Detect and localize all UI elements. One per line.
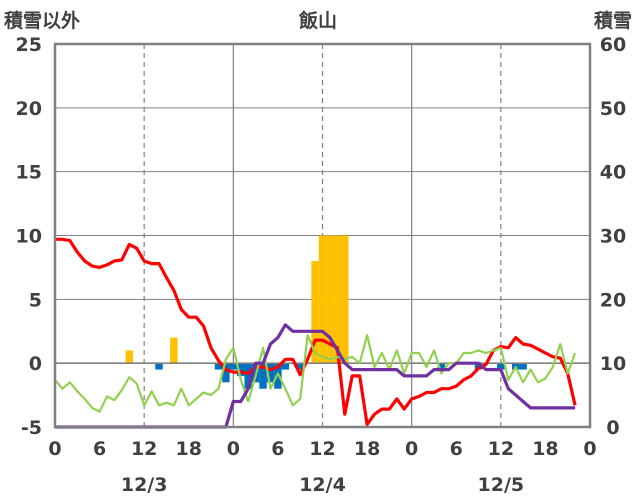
x-tick-8: 0 — [405, 438, 418, 460]
orange-bar-39 — [341, 235, 349, 364]
blue-bar-60 — [497, 363, 505, 370]
y-left-tick-0: -5 — [21, 417, 42, 439]
x-tick-6: 12 — [309, 438, 335, 460]
x-tick-10: 12 — [488, 438, 514, 460]
blue-bar-26 — [244, 363, 252, 389]
orange-bar-16 — [170, 337, 178, 364]
orange-bar-36 — [318, 235, 327, 364]
blue-bar-14 — [155, 363, 163, 370]
y-right-tick-0: 0 — [606, 417, 619, 439]
x-tick-11: 18 — [532, 438, 558, 460]
chart-title: 飯山 — [298, 9, 337, 32]
x-tick-5: 6 — [271, 438, 284, 460]
x-tick-9: 6 — [450, 438, 463, 460]
blue-bar-63 — [519, 363, 527, 370]
plot-frame — [53, 42, 592, 429]
blue-bar-33 — [296, 363, 304, 370]
blue-bar-57 — [474, 363, 483, 370]
orange-bar-10 — [125, 350, 134, 364]
y-right-tick-1: 10 — [600, 353, 626, 375]
orange-bar-37 — [326, 235, 334, 364]
y-left-tick-2: 5 — [29, 289, 42, 311]
date-label-1: 12/4 — [299, 474, 346, 496]
orange-bar-38 — [333, 235, 342, 364]
blue-bar-28 — [259, 363, 267, 389]
date-label-2: 12/5 — [478, 474, 525, 496]
y-left-tick-4: 15 — [16, 162, 42, 184]
date-label-0: 12/3 — [121, 474, 168, 496]
blue-bar-23 — [222, 363, 230, 383]
blue-bar-31 — [281, 363, 290, 370]
y-right-tick-4: 40 — [600, 162, 626, 184]
x-tick-0: 0 — [48, 438, 61, 460]
blue-bar-22 — [214, 363, 223, 370]
blue-bar-25 — [237, 363, 245, 376]
blue-bar-52 — [437, 363, 446, 370]
x-tick-3: 18 — [176, 438, 202, 460]
blue-bar-24 — [229, 363, 238, 370]
green-line — [54, 334, 577, 413]
y-right-tick-2: 20 — [600, 289, 626, 311]
orange-bar-35 — [311, 261, 319, 364]
y-right-tick-5: 50 — [600, 98, 626, 120]
y-axis-right-label: 積雪 — [594, 9, 632, 32]
y-axis-left-label: 積雪以外 — [4, 9, 80, 32]
x-tick-12: 0 — [583, 438, 596, 460]
x-tick-4: 0 — [227, 438, 240, 460]
blue-bar-29 — [266, 363, 275, 383]
x-tick-7: 18 — [354, 438, 380, 460]
y-left-tick-1: 0 — [29, 353, 42, 375]
y-right-tick-3: 30 — [600, 226, 626, 248]
red-line — [55, 237, 577, 426]
y-left-tick-6: 25 — [16, 34, 42, 56]
y-right-tick-6: 60 — [600, 34, 626, 56]
x-tick-2: 12 — [131, 438, 157, 460]
y-left-tick-3: 10 — [16, 226, 42, 248]
x-tick-1: 6 — [93, 438, 106, 460]
y-left-tick-5: 20 — [16, 98, 42, 120]
